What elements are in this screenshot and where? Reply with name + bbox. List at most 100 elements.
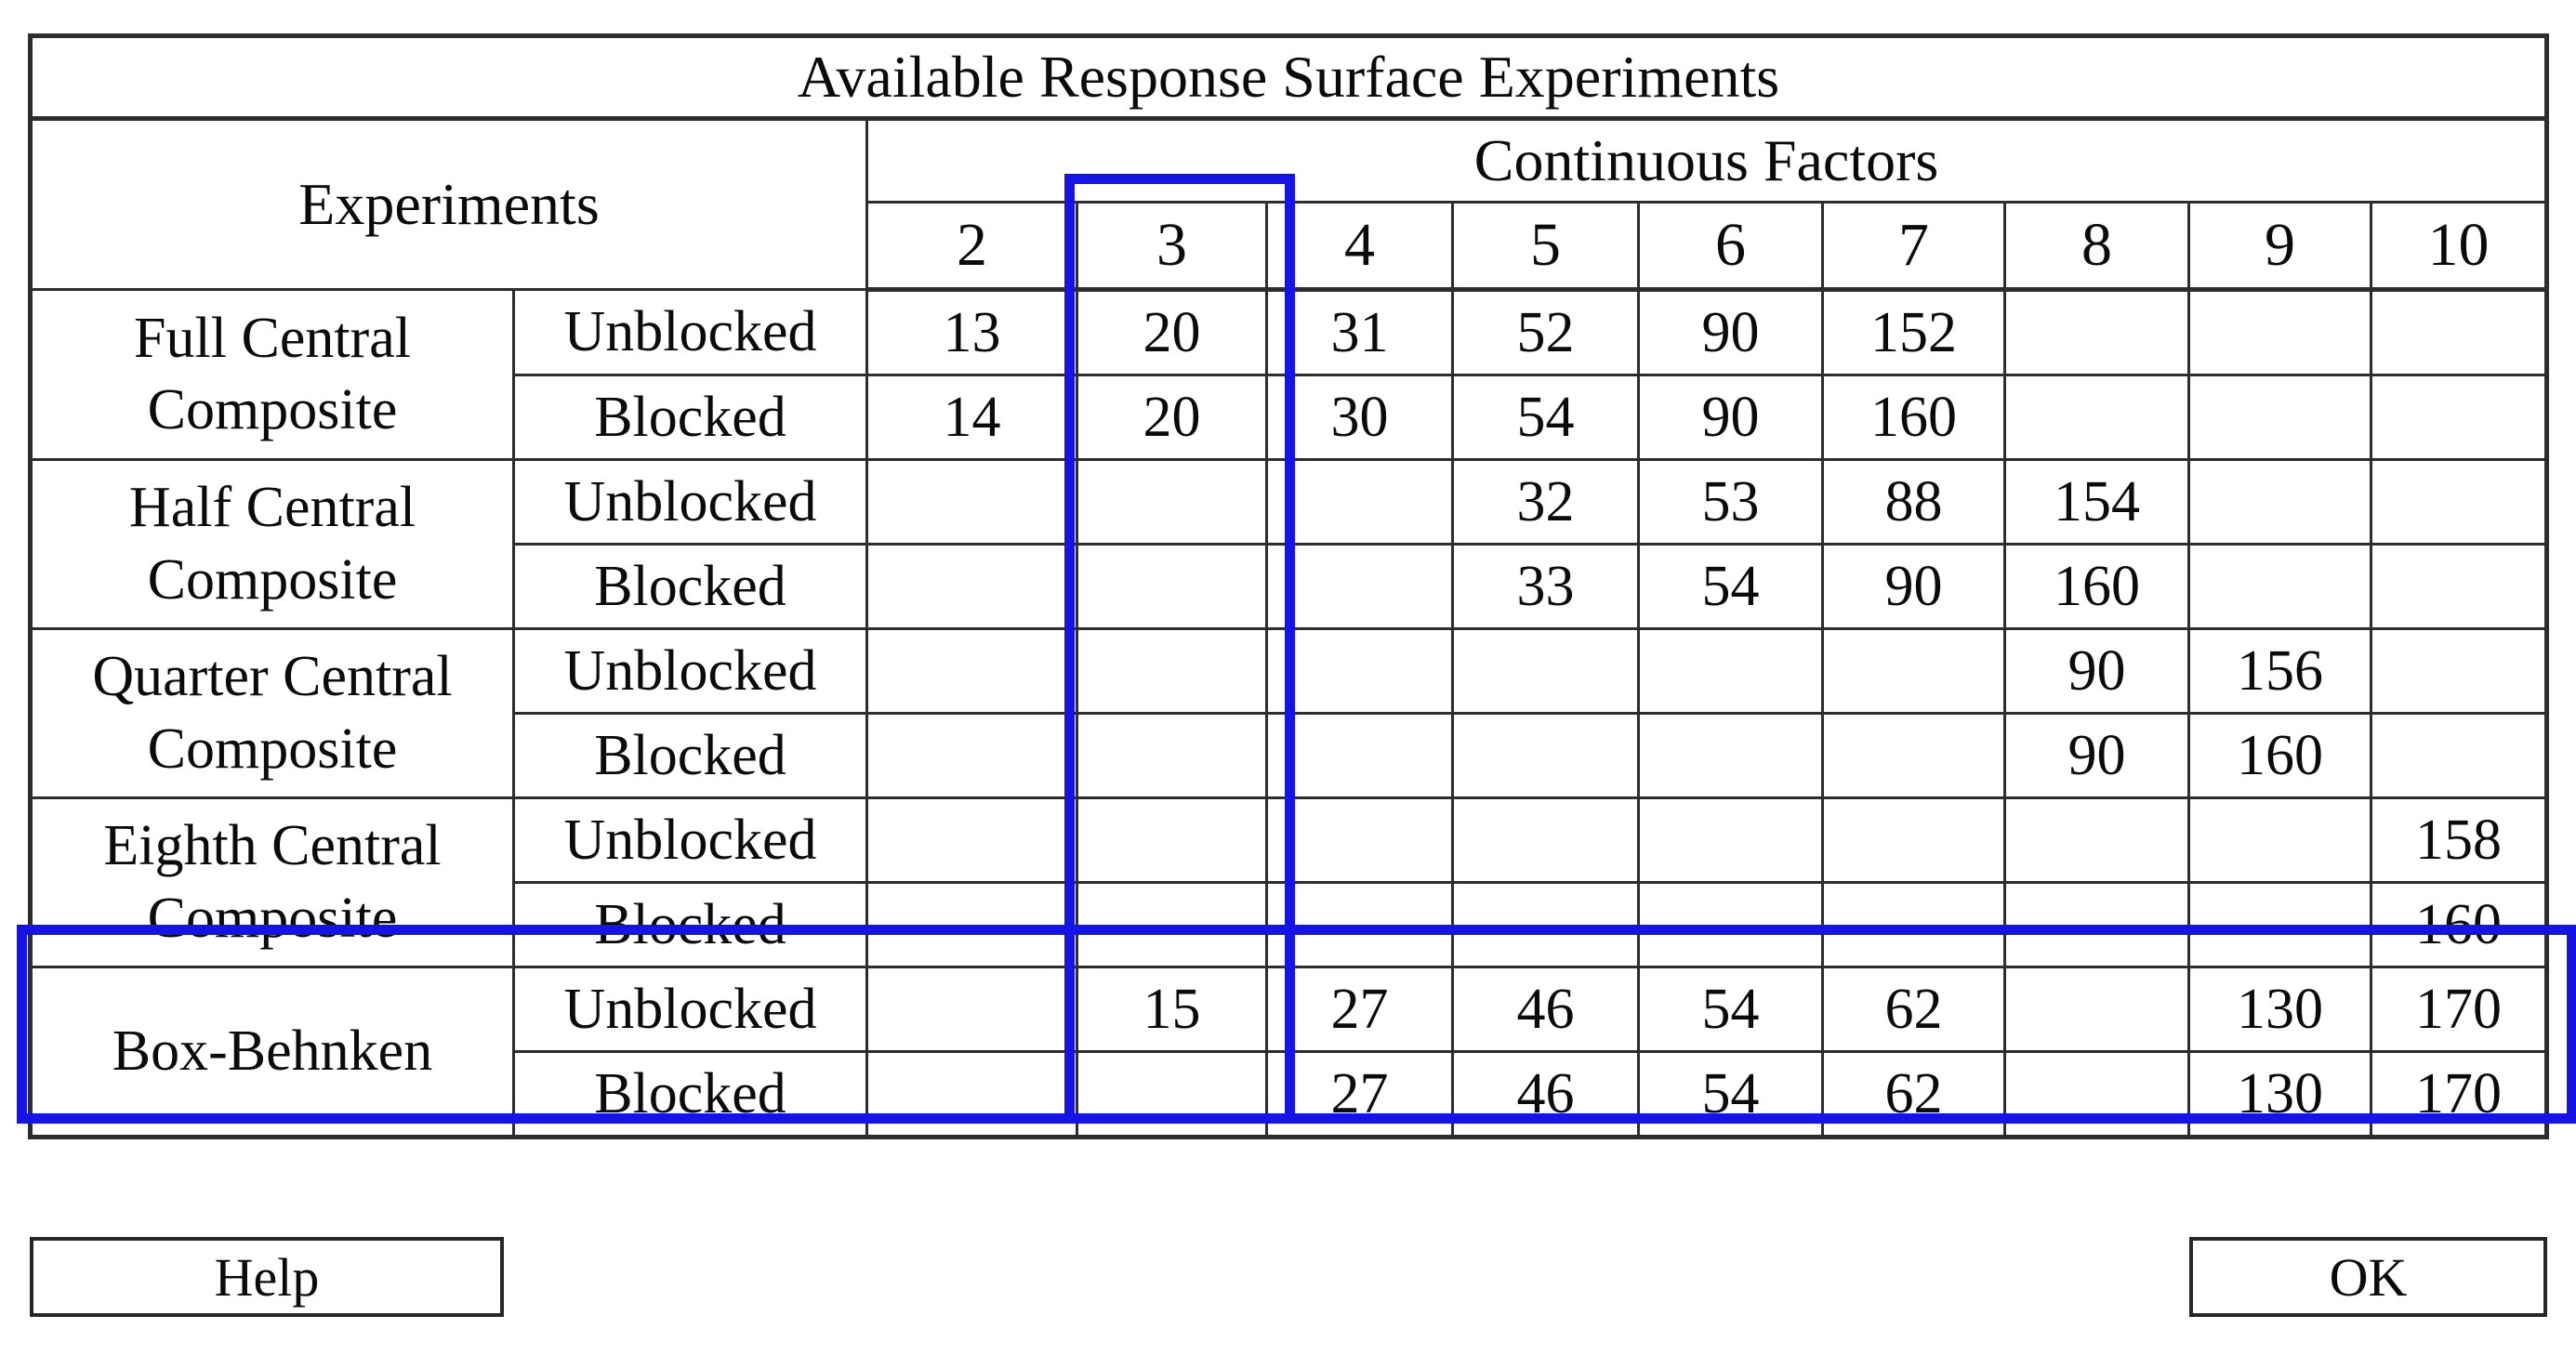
value-cell[interactable]: 62 — [1821, 1050, 2006, 1138]
value-cell[interactable] — [1076, 458, 1268, 546]
value-cell[interactable] — [1637, 627, 1824, 715]
value-cell[interactable]: 54 — [1637, 543, 1824, 630]
factor-column-header-3[interactable]: 3 — [1076, 201, 1268, 292]
value-cell[interactable]: 90 — [2003, 712, 2190, 799]
value-cell[interactable] — [2187, 796, 2372, 884]
value-cell[interactable] — [865, 458, 1078, 546]
value-cell[interactable]: 170 — [2369, 1050, 2549, 1138]
value-cell[interactable] — [2369, 543, 2549, 630]
block-label-cell[interactable]: Blocked — [512, 1050, 868, 1138]
value-cell[interactable]: 33 — [1451, 543, 1640, 630]
block-label-cell[interactable]: Blocked — [512, 374, 868, 461]
factor-column-header-10[interactable]: 10 — [2369, 201, 2549, 292]
value-cell[interactable]: 154 — [2003, 458, 2190, 546]
value-cell[interactable] — [2369, 712, 2549, 799]
value-cell[interactable] — [1265, 881, 1454, 968]
value-cell[interactable] — [2003, 796, 2190, 884]
value-cell[interactable] — [1076, 796, 1268, 884]
value-cell[interactable] — [1821, 712, 2006, 799]
block-label-cell[interactable]: Unblocked — [512, 796, 868, 884]
value-cell[interactable] — [1451, 627, 1640, 715]
value-cell[interactable] — [865, 1050, 1078, 1138]
value-cell[interactable]: 30 — [1265, 374, 1454, 461]
value-cell[interactable]: 20 — [1076, 374, 1268, 461]
value-cell[interactable]: 90 — [1637, 374, 1824, 461]
value-cell[interactable] — [1637, 796, 1824, 884]
value-cell[interactable] — [2187, 881, 2372, 968]
value-cell[interactable]: 90 — [2003, 627, 2190, 715]
value-cell[interactable]: 31 — [1265, 288, 1454, 376]
value-cell[interactable] — [1076, 712, 1268, 799]
value-cell[interactable] — [2187, 543, 2372, 630]
factor-column-header-5[interactable]: 5 — [1451, 201, 1640, 292]
block-label-cell[interactable]: Unblocked — [512, 288, 868, 376]
value-cell[interactable]: 27 — [1265, 966, 1454, 1053]
value-cell[interactable]: 90 — [1637, 288, 1824, 376]
experiment-name-half-central-composite[interactable]: Half Central Composite — [29, 458, 515, 630]
value-cell[interactable]: 14 — [865, 374, 1078, 461]
value-cell[interactable]: 130 — [2187, 1050, 2372, 1138]
factor-column-header-2[interactable]: 2 — [865, 201, 1078, 292]
value-cell[interactable]: 54 — [1637, 1050, 1824, 1138]
experiment-name-full-central-composite[interactable]: Full Central Composite — [29, 288, 515, 461]
value-cell[interactable] — [1265, 796, 1454, 884]
value-cell[interactable] — [1265, 712, 1454, 799]
value-cell[interactable] — [2369, 627, 2549, 715]
block-label-cell[interactable]: Unblocked — [512, 966, 868, 1053]
value-cell[interactable] — [1821, 881, 2006, 968]
factor-column-header-8[interactable]: 8 — [2003, 201, 2190, 292]
value-cell[interactable]: 46 — [1451, 966, 1640, 1053]
value-cell[interactable]: 158 — [2369, 796, 2549, 884]
block-label-cell[interactable]: Unblocked — [512, 458, 868, 546]
factor-column-header-7[interactable]: 7 — [1821, 201, 2006, 292]
value-cell[interactable] — [865, 712, 1078, 799]
value-cell[interactable] — [2003, 288, 2190, 376]
value-cell[interactable]: 54 — [1637, 966, 1824, 1053]
value-cell[interactable] — [1821, 796, 2006, 884]
value-cell[interactable] — [865, 543, 1078, 630]
value-cell[interactable] — [1076, 881, 1268, 968]
value-cell[interactable]: 160 — [2187, 712, 2372, 799]
value-cell[interactable] — [1076, 627, 1268, 715]
value-cell[interactable] — [1451, 796, 1640, 884]
experiment-name-box-behnken[interactable]: Box-Behnken — [29, 966, 515, 1138]
value-cell[interactable]: 160 — [2369, 881, 2549, 968]
value-cell[interactable] — [2003, 881, 2190, 968]
value-cell[interactable] — [2003, 966, 2190, 1053]
value-cell[interactable] — [2187, 288, 2372, 376]
value-cell[interactable]: 62 — [1821, 966, 2006, 1053]
value-cell[interactable]: 32 — [1451, 458, 1640, 546]
value-cell[interactable]: 160 — [1821, 374, 2006, 461]
value-cell[interactable] — [865, 627, 1078, 715]
value-cell[interactable] — [1637, 881, 1824, 968]
value-cell[interactable]: 27 — [1265, 1050, 1454, 1138]
value-cell[interactable]: 52 — [1451, 288, 1640, 376]
value-cell[interactable]: 54 — [1451, 374, 1640, 461]
value-cell[interactable]: 53 — [1637, 458, 1824, 546]
value-cell[interactable]: 15 — [1076, 966, 1268, 1053]
value-cell[interactable] — [1076, 1050, 1268, 1138]
value-cell[interactable] — [1265, 458, 1454, 546]
value-cell[interactable] — [1076, 543, 1268, 630]
factor-column-header-4[interactable]: 4 — [1265, 201, 1454, 292]
value-cell[interactable] — [2187, 458, 2372, 546]
ok-button[interactable]: OK — [2189, 1237, 2547, 1317]
value-cell[interactable] — [865, 796, 1078, 884]
value-cell[interactable] — [1265, 627, 1454, 715]
value-cell[interactable]: 152 — [1821, 288, 2006, 376]
value-cell[interactable]: 160 — [2003, 543, 2190, 630]
value-cell[interactable]: 13 — [865, 288, 1078, 376]
value-cell[interactable] — [2369, 374, 2549, 461]
value-cell[interactable] — [2369, 458, 2549, 546]
value-cell[interactable]: 46 — [1451, 1050, 1640, 1138]
factor-column-header-9[interactable]: 9 — [2187, 201, 2372, 292]
block-label-cell[interactable]: Blocked — [512, 543, 868, 630]
block-label-cell[interactable]: Unblocked — [512, 627, 868, 715]
value-cell[interactable]: 20 — [1076, 288, 1268, 376]
value-cell[interactable]: 88 — [1821, 458, 2006, 546]
factor-column-header-6[interactable]: 6 — [1637, 201, 1824, 292]
experiment-name-quarter-central-composite[interactable]: Quarter Central Composite — [29, 627, 515, 799]
value-cell[interactable]: 130 — [2187, 966, 2372, 1053]
value-cell[interactable]: 90 — [1821, 543, 2006, 630]
experiment-name-eighth-central-composite[interactable]: Eighth Central Composite — [29, 796, 515, 968]
